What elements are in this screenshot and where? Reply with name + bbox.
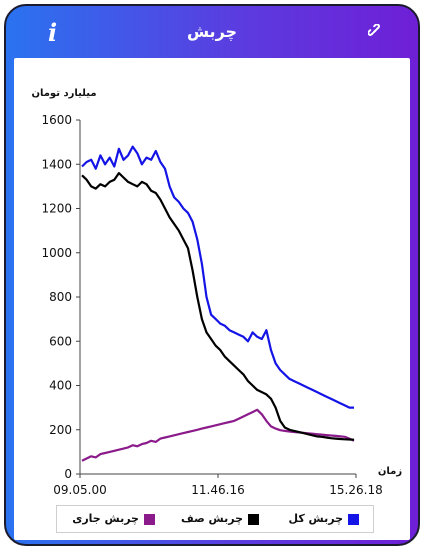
legend-label-total: چربش کل	[288, 512, 344, 525]
x-axis-title: زمان	[378, 466, 402, 477]
y-axis-title: میلیارد تومان	[31, 88, 96, 99]
y-tick-label: 600	[49, 334, 72, 348]
x-tick-label: 11.46.16	[191, 483, 244, 497]
y-tick-label: 0	[64, 467, 72, 481]
y-tick-label: 1600	[41, 113, 72, 127]
app-window: i چربش میلیارد تومان زمان 0 200 400 600 800 1…	[4, 4, 420, 546]
legend-label-queue: چربش صف	[180, 512, 243, 525]
series-line-0	[81, 145, 354, 409]
y-tick-label: 400	[49, 379, 72, 393]
legend: چربش جاری چربش صف چربش کل	[56, 505, 374, 533]
y-tick-label: 200	[49, 423, 72, 437]
info-icon[interactable]: i	[48, 18, 58, 47]
y-tick-label: 800	[49, 290, 72, 304]
page-title: چربش	[186, 22, 238, 41]
y-tick-label: 1400	[41, 157, 72, 171]
x-tick-label: 09.05.00	[53, 483, 106, 497]
y-tick-label: 1000	[41, 246, 72, 260]
chart-card: میلیارد تومان زمان 0 200 400 600 800 1000 1200…	[14, 58, 410, 540]
link-icon[interactable]	[368, 24, 382, 38]
y-tick-label: 1200	[41, 202, 72, 216]
line-chart: میلیارد تومان زمان 0 200 400 600 800 1000 1200…	[31, 88, 402, 497]
legend-label-current: چربش جاری	[72, 512, 139, 525]
legend-swatch-queue	[248, 514, 259, 525]
legend-swatch-current	[144, 514, 155, 525]
legend-item-queue[interactable]: چربش صف	[169, 512, 259, 528]
series-line-1	[81, 172, 355, 441]
legend-item-current[interactable]: چربش جاری	[65, 512, 155, 528]
x-tick-label: 15.26.18	[329, 483, 382, 497]
legend-item-total[interactable]: چربش کل	[269, 512, 359, 528]
legend-swatch-total	[348, 514, 359, 525]
header: i چربش	[6, 6, 418, 58]
